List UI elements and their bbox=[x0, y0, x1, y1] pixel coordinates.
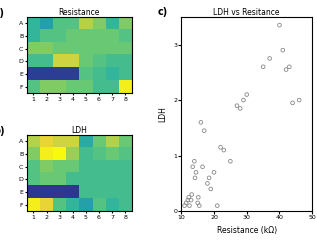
Text: b): b) bbox=[0, 126, 5, 136]
Point bbox=[267, 57, 272, 60]
Point bbox=[202, 129, 207, 132]
Point bbox=[221, 148, 226, 152]
Point bbox=[189, 193, 194, 197]
Point bbox=[215, 204, 220, 208]
Point bbox=[186, 195, 191, 199]
Point bbox=[189, 198, 194, 202]
Point bbox=[190, 165, 195, 169]
Point bbox=[290, 101, 295, 105]
Point bbox=[197, 204, 202, 208]
Point bbox=[244, 93, 249, 96]
Text: c): c) bbox=[158, 7, 168, 17]
Point bbox=[277, 23, 282, 27]
Point bbox=[187, 204, 192, 208]
Point bbox=[192, 176, 197, 180]
Point bbox=[234, 104, 239, 108]
Point bbox=[297, 98, 302, 102]
Point bbox=[196, 195, 201, 199]
Point bbox=[211, 170, 217, 174]
Title: LDH vs Resitance: LDH vs Resitance bbox=[213, 8, 280, 17]
Point bbox=[192, 159, 197, 163]
Point bbox=[261, 65, 266, 69]
Point bbox=[241, 98, 246, 102]
Text: a): a) bbox=[0, 8, 4, 18]
Point bbox=[200, 165, 205, 169]
Point bbox=[198, 120, 204, 124]
Y-axis label: LDH: LDH bbox=[158, 106, 167, 122]
Point bbox=[218, 145, 223, 149]
Point bbox=[287, 65, 292, 69]
Point bbox=[283, 68, 288, 72]
X-axis label: Resistance (kΩ): Resistance (kΩ) bbox=[217, 226, 277, 235]
Point bbox=[280, 48, 285, 52]
Point bbox=[228, 159, 233, 163]
Point bbox=[205, 181, 210, 185]
Point bbox=[195, 201, 200, 205]
Point bbox=[193, 170, 198, 174]
Title: LDH: LDH bbox=[71, 126, 87, 135]
Point bbox=[182, 204, 187, 208]
Point bbox=[208, 187, 213, 191]
Title: Resistance: Resistance bbox=[59, 8, 100, 17]
Point bbox=[207, 176, 212, 180]
Point bbox=[184, 201, 189, 205]
Point bbox=[185, 198, 190, 202]
Point bbox=[238, 107, 243, 110]
